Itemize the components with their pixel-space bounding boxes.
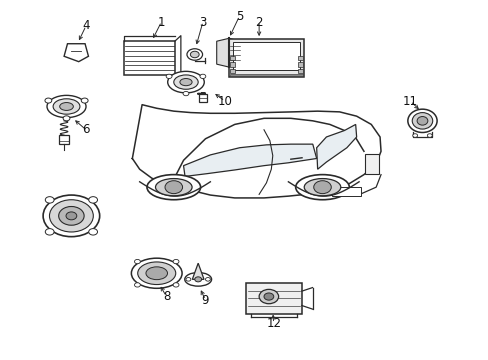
Bar <box>331 187 360 196</box>
Bar <box>297 69 302 73</box>
Bar <box>198 94 207 102</box>
Circle shape <box>81 98 88 103</box>
Text: 7: 7 <box>72 210 80 222</box>
Ellipse shape <box>53 99 80 114</box>
Text: 2: 2 <box>255 16 263 29</box>
Text: 11: 11 <box>402 95 417 108</box>
Ellipse shape <box>60 103 73 111</box>
Circle shape <box>264 293 273 300</box>
Polygon shape <box>216 39 228 67</box>
Bar <box>229 56 234 60</box>
Text: 1: 1 <box>158 16 165 29</box>
Bar <box>297 62 302 67</box>
Circle shape <box>205 278 210 281</box>
Ellipse shape <box>407 109 436 132</box>
Bar <box>123 41 175 75</box>
Text: 12: 12 <box>265 317 281 330</box>
Text: 4: 4 <box>82 19 90 32</box>
Bar <box>232 42 300 70</box>
Circle shape <box>45 229 54 235</box>
Text: 6: 6 <box>82 123 90 136</box>
Text: 5: 5 <box>235 10 243 23</box>
Text: 8: 8 <box>163 290 170 303</box>
Circle shape <box>173 283 179 287</box>
Circle shape <box>185 278 190 281</box>
Ellipse shape <box>59 207 84 225</box>
Ellipse shape <box>173 75 198 89</box>
Circle shape <box>88 197 97 203</box>
Text: 3: 3 <box>199 16 206 29</box>
Ellipse shape <box>186 49 202 60</box>
Polygon shape <box>192 263 203 279</box>
Circle shape <box>134 283 140 287</box>
Bar <box>229 62 234 67</box>
Ellipse shape <box>43 195 100 237</box>
Circle shape <box>173 260 179 264</box>
Ellipse shape <box>167 71 204 93</box>
Ellipse shape <box>304 179 340 196</box>
Circle shape <box>164 181 182 194</box>
Polygon shape <box>228 39 241 67</box>
Ellipse shape <box>49 200 93 232</box>
Bar <box>297 56 302 60</box>
Ellipse shape <box>147 175 200 200</box>
Circle shape <box>63 116 70 121</box>
Circle shape <box>134 260 140 264</box>
Text: 9: 9 <box>202 294 209 307</box>
Ellipse shape <box>184 273 211 286</box>
Ellipse shape <box>138 262 175 284</box>
Bar <box>59 135 69 144</box>
Circle shape <box>166 74 172 78</box>
Circle shape <box>45 197 54 203</box>
Ellipse shape <box>131 258 182 288</box>
Text: 10: 10 <box>217 95 232 108</box>
Circle shape <box>412 134 417 137</box>
Ellipse shape <box>411 113 432 129</box>
Polygon shape <box>132 105 380 198</box>
Ellipse shape <box>47 95 86 118</box>
Circle shape <box>183 91 188 96</box>
Ellipse shape <box>295 175 348 200</box>
Bar <box>229 74 303 76</box>
Circle shape <box>259 289 278 304</box>
Ellipse shape <box>155 179 192 196</box>
Bar <box>245 283 301 314</box>
Polygon shape <box>183 144 316 176</box>
Circle shape <box>313 181 330 194</box>
Ellipse shape <box>190 51 199 58</box>
Polygon shape <box>64 44 88 62</box>
Ellipse shape <box>145 267 167 280</box>
Circle shape <box>194 277 201 282</box>
Ellipse shape <box>180 78 192 86</box>
Ellipse shape <box>66 212 77 220</box>
Bar <box>228 39 304 77</box>
Ellipse shape <box>416 117 427 125</box>
Bar <box>365 154 378 174</box>
Circle shape <box>45 98 52 103</box>
Circle shape <box>427 134 431 137</box>
Circle shape <box>88 229 97 235</box>
Circle shape <box>200 74 205 78</box>
Bar <box>229 69 234 73</box>
Polygon shape <box>316 125 356 169</box>
